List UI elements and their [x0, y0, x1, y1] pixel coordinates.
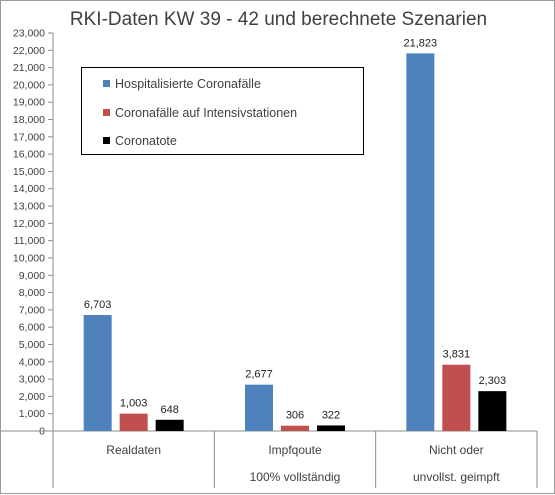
y-tick-label: 18,000	[13, 114, 45, 126]
y-tick-label: 5,000	[19, 339, 45, 351]
x-category-label: Realdaten	[106, 443, 161, 457]
x-category-label: Impfqoute	[268, 443, 322, 457]
y-tick-label: 9,000	[19, 270, 45, 282]
y-tick-label: 17,000	[13, 131, 45, 143]
x-category-label: 100% vollständig	[250, 470, 341, 484]
y-tick-label: 14,000	[13, 183, 45, 195]
y-tick-label: 15,000	[13, 166, 45, 178]
bar-data-label: 21,823	[404, 37, 438, 49]
legend-swatch-deaths	[103, 137, 110, 144]
y-tick-label: 22,000	[13, 45, 45, 57]
y-tick-label: 11,000	[14, 235, 45, 247]
bar-data-label: 6,703	[84, 299, 112, 311]
y-tick-label: 10,000	[13, 252, 45, 264]
x-category-label: unvollst. geimpft	[413, 470, 500, 484]
legend-item-hospitalized: Hospitalisierte Coronafälle	[103, 77, 261, 91]
legend-label-icu: Coronafälle auf Intensivstationen	[115, 106, 298, 120]
legend-swatch-hospitalized	[103, 80, 110, 87]
chart-title: RKI-Daten KW 39 - 42 und berechnete Szen…	[69, 9, 488, 30]
y-tick-label: 4,000	[19, 356, 45, 368]
y-tick-label: 6,000	[19, 322, 45, 334]
y-tick-label: 7,000	[19, 304, 45, 316]
bar	[155, 419, 184, 431]
y-tick-label: 21,000	[13, 62, 45, 74]
bar	[406, 53, 435, 431]
bar	[245, 384, 273, 431]
bar	[83, 315, 112, 431]
bar	[281, 425, 309, 431]
y-tick-label: 8,000	[19, 287, 45, 299]
bar-data-label: 3,831	[443, 349, 471, 361]
legend-label-deaths: Coronatote	[115, 134, 177, 148]
bar	[442, 364, 471, 431]
y-tick-label: 16,000	[13, 149, 45, 161]
bar-data-label: 2,677	[245, 369, 273, 381]
bar	[317, 425, 345, 431]
x-category-label: Nicht oder	[429, 443, 484, 457]
legend-label-hospitalized: Hospitalisierte Coronafälle	[115, 77, 261, 91]
bar-data-label: 648	[160, 404, 178, 416]
y-tick-label: 3,000	[19, 374, 45, 386]
bar-data-label: 306	[286, 410, 304, 422]
y-tick-label: 13,000	[13, 201, 45, 213]
bar	[119, 413, 148, 431]
y-tick-label: 1,000	[19, 408, 45, 420]
legend-swatch-icu	[103, 109, 110, 116]
legend-item-icu: Coronafälle auf Intensivstationen	[103, 106, 297, 120]
bar-data-label: 322	[322, 409, 340, 421]
y-tick-label: 20,000	[13, 79, 45, 91]
legend-item-deaths: Coronatote	[103, 134, 177, 148]
bar	[478, 391, 507, 431]
y-tick-label: 19,000	[13, 97, 45, 109]
y-tick-label: 23,000	[13, 28, 45, 40]
bar-data-label: 1,003	[120, 398, 148, 410]
y-tick-label: 2,000	[19, 391, 45, 403]
chart-legend: Hospitalisierte Coronafälle Coronafälle …	[81, 67, 364, 155]
y-tick-label: 12,000	[13, 218, 45, 230]
bar-data-label: 2,303	[479, 375, 507, 387]
